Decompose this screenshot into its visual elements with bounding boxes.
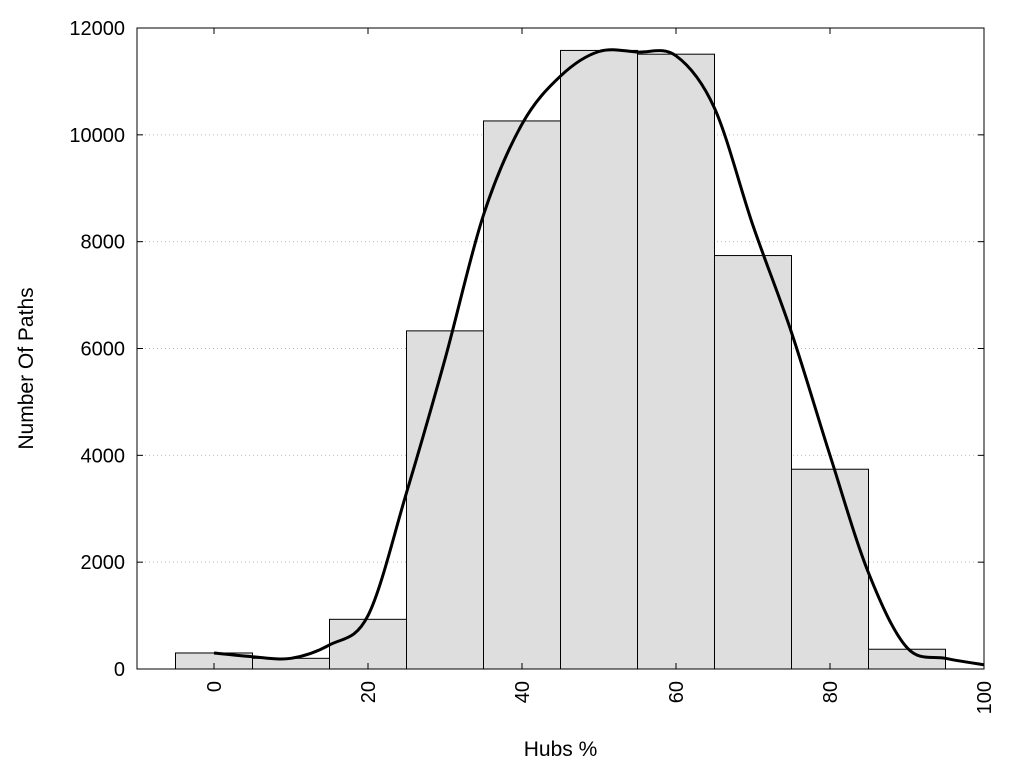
- y-tick-label: 6000: [81, 339, 126, 361]
- histogram-bar: [791, 468, 869, 670]
- y-tick-label: 12000: [69, 18, 125, 40]
- histogram-bar: [714, 255, 792, 670]
- histogram-bar: [406, 330, 484, 670]
- y-tick-label: 0: [114, 659, 125, 681]
- x-tick-label: 80: [820, 681, 842, 703]
- x-axis-label: Hubs %: [524, 738, 598, 761]
- x-tick-label: 20: [358, 681, 380, 703]
- y-tick-label: 10000: [69, 125, 125, 147]
- histogram-bar: [868, 648, 946, 670]
- density-curve-group: [213, 48, 985, 667]
- histogram-bar: [252, 657, 330, 670]
- histogram-bar: [483, 120, 561, 670]
- density-curve: [213, 48, 985, 667]
- histogram-bar: [329, 618, 407, 670]
- y-axis-ticks: 0 2000 4000 6000 8000 10000 12000: [69, 18, 984, 681]
- x-tick-label: 40: [512, 681, 534, 703]
- histogram-bar: [560, 49, 638, 670]
- x-tick-label: 0: [204, 681, 226, 692]
- y-tick-label: 4000: [81, 445, 126, 467]
- histogram-bar: [637, 53, 715, 670]
- x-tick-label: 100: [974, 681, 996, 714]
- x-axis-ticks: 0 20 40 60 80 100: [204, 28, 996, 714]
- y-axis-label: Number Of Paths: [15, 287, 38, 449]
- y-tick-label: 8000: [81, 232, 126, 254]
- y-tick-label: 2000: [81, 552, 126, 574]
- x-tick-label: 60: [666, 681, 688, 703]
- histogram-bars: [175, 49, 946, 670]
